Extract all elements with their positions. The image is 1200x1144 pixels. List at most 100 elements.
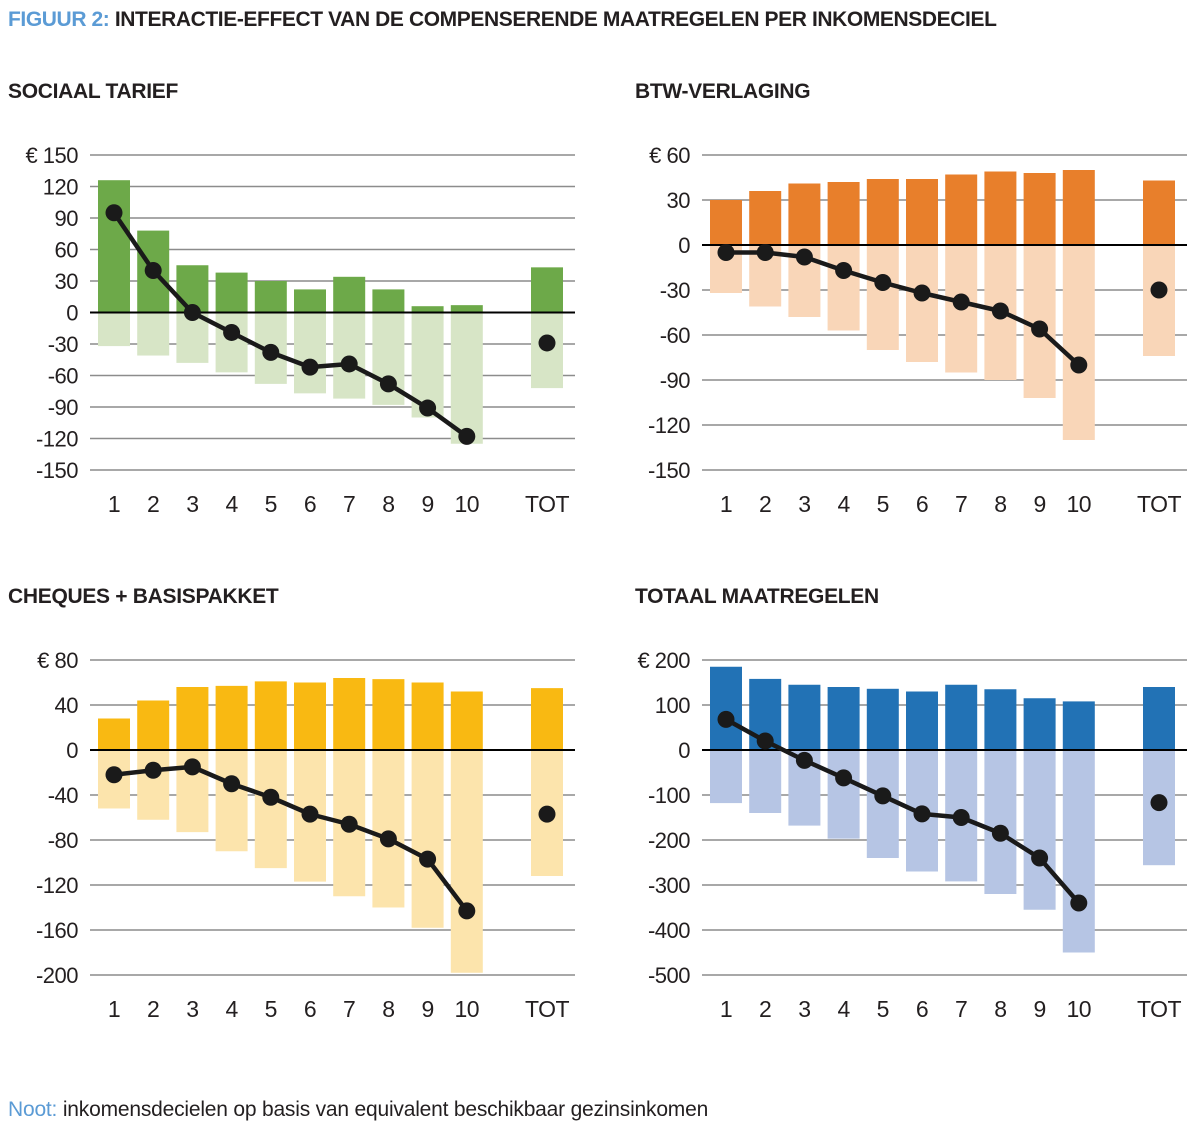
bar-positive [450,305,483,313]
bar-positive [137,700,170,750]
data-point [1031,849,1049,867]
bar-positive [710,666,742,750]
bar-positive [1023,173,1056,245]
data-point [913,805,931,823]
bar-positive [254,281,287,313]
data-point [991,302,1009,320]
bar-positive [411,306,444,313]
x-category-label: 5 [265,491,277,517]
x-category-label: 2 [759,996,771,1022]
y-tick-label: 100 [655,693,690,718]
y-tick-label: € 60 [649,143,690,168]
bar-positive [1143,687,1175,750]
data-point [874,274,892,291]
y-tick-label: -120 [648,413,690,438]
y-tick-label: -80 [48,828,79,853]
y-tick-label: 0 [66,301,78,326]
x-category-label: 10 [1067,996,1092,1022]
y-tick-label: € 80 [37,648,78,673]
y-tick-label: -90 [660,368,691,393]
bar-negative [294,312,326,394]
bar-negative [827,750,860,839]
trend-line [726,250,1081,367]
bar-negative [710,750,742,804]
bar-positive [450,691,483,750]
bar-negative [984,750,1017,894]
bar-positive [827,687,860,750]
x-category-label: 3 [798,996,810,1022]
bar-positive [215,685,248,750]
data-point [301,358,319,376]
data-point [835,262,853,279]
chart-panel-cheques-basispakket: CHEQUES + BASISPAKKET € 80 40 0 -40 -80 -120 -… [0,581,600,1051]
data-point [835,769,853,787]
bar-positive [984,171,1017,245]
data-point [340,815,358,833]
chart-totaal-maatregelen: € 200 100 0 -100 -200 -300 -400 -500 1 2 3 4 5 6 7 8 9 10… [637,648,1187,1022]
data-point [795,248,813,266]
bar-positive [411,682,444,750]
x-category-label: TOT [1137,491,1182,517]
data-point [262,788,280,806]
chart-panel-btw-verlaging: BTW-VERLAGING € 60 30 0 -30 -60 -90 -120 -150 1 2… [612,76,1200,546]
bar-positive [906,179,938,245]
data-point [952,293,970,311]
x-category-label: 4 [225,491,238,517]
x-category-label: 9 [421,996,433,1022]
bar-negative [450,750,483,973]
bar-negative [866,245,899,350]
bar-positive [1023,698,1056,750]
trend-line [112,211,469,439]
y-tick-label: -200 [36,963,78,988]
x-category-label: 8 [382,996,394,1022]
bar-positive [372,679,405,750]
x-category-label: 2 [147,491,159,517]
chart-title: CHEQUES + BASISPAKKET [8,585,279,608]
data-point [262,343,280,361]
data-point [458,902,476,920]
x-category-label: 1 [720,491,732,517]
y-tick-label: € 150 [25,143,78,168]
y-tick-label: 0 [678,738,690,763]
data-point [1150,281,1168,299]
x-category-label: TOT [525,996,570,1022]
data-point [538,334,556,352]
x-category-label: 6 [304,996,316,1022]
bar-positive [294,682,326,750]
y-tick-label: -400 [648,918,690,943]
x-category-label: 1 [108,491,120,517]
bar-positive [788,183,821,245]
bar-positive [98,180,130,313]
y-tick-label: 90 [55,206,79,231]
x-category-label: 10 [455,996,480,1022]
y-tick-label: -120 [36,873,78,898]
y-tick-label: -150 [648,458,690,483]
x-category-label: 8 [994,996,1006,1022]
data-point [105,204,123,222]
y-tick-label: -160 [36,918,78,943]
y-tick-label: -40 [48,783,79,808]
chart-sociaal-tarief: € 150 120 90 60 30 0 -30 -60 -90 -120 -150 1 2 3 4 5 6 7 8… [25,143,575,517]
y-tick-label: 0 [678,233,690,258]
chart-panel-sociaal-tarief: SOCIAAL TARIEF € 150 120 90 60 30 0 -30 -60 -90 -… [0,76,600,546]
data-point [1150,794,1168,812]
y-tick-label: -300 [648,873,690,898]
data-point [223,775,241,793]
bar-positive [254,681,287,750]
bar-negative [1062,750,1095,953]
x-category-label: 4 [837,491,850,517]
figure-title: INTERACTIE-EFFECT VAN DE COMPENSERENDE M… [114,8,997,31]
data-point [379,830,397,848]
bar-positive [984,689,1017,750]
x-category-label: 1 [108,996,120,1022]
data-point [458,427,476,445]
data-point [183,758,201,776]
x-category-label: TOT [1137,996,1182,1022]
trend-line [113,764,469,913]
data-point [756,732,774,750]
bar-negative [98,312,130,347]
chart-title: SOCIAAL TARIEF [8,80,179,103]
note-label: Noot: [8,1098,58,1121]
y-tick-label: 40 [55,693,79,718]
